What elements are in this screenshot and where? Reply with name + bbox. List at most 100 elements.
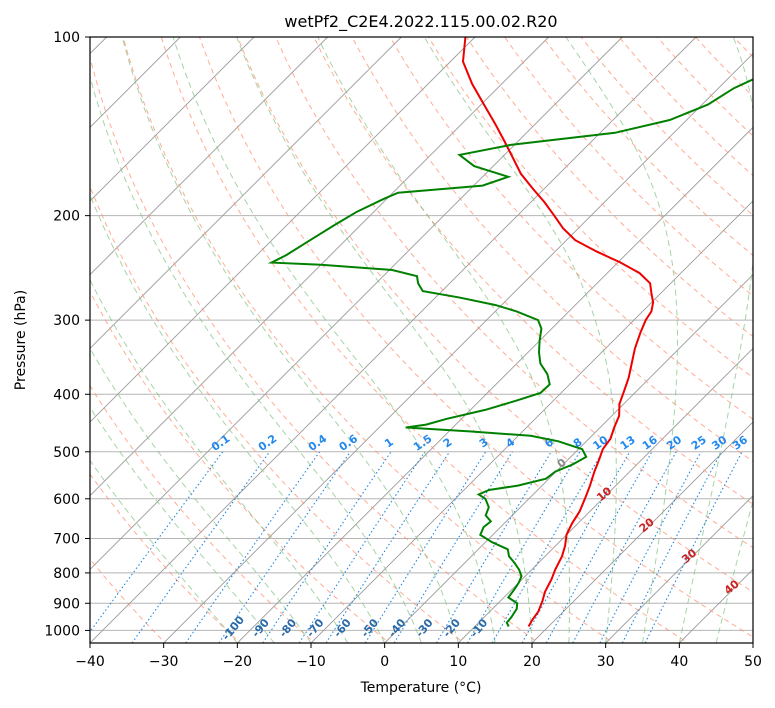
moist-adiabat [90,74,422,643]
isotherm [605,495,753,643]
mixing-ratio-label: 1.5 [411,432,434,454]
isotherm [458,347,753,643]
mixing-ratio-label: 0.1 [209,432,232,454]
y-tick-label: 700 [53,532,80,548]
y-axis-ticks: 100 200 300 400 500 600 700 800 900 1000 [44,30,90,639]
mixing-ratio-label: 13 [618,433,638,452]
isotherm [90,37,402,349]
moist-adiabat [90,406,275,643]
x-tick-label: 0 [380,654,389,670]
moist-adiabat [715,499,753,643]
dry-adiabat-label: -100 [219,613,247,643]
mixing-ratio-line [435,451,552,643]
dry-adiabat-label: -40 [386,616,409,640]
mixing-ratio-label: 16 [640,433,660,453]
dry-adiabat [90,290,391,643]
y-tick-label: 500 [53,445,80,461]
y-tick-label: 600 [53,492,80,508]
dry-adiabat [351,37,753,463]
dry-adiabat-label: -90 [249,616,272,640]
mixing-ratio-line [90,451,224,633]
x-tick-label: 30 [597,654,615,670]
x-tick-label: −40 [75,654,105,670]
mixing-ratio-label: 0.6 [337,432,361,454]
chart-title: wetPf2_C2E4.2022.115.00.02.R20 [284,12,557,32]
dry-adiabat [542,37,753,257]
mixing-ratio-line [262,451,392,643]
dry-adiabat-label: -20 [440,616,463,640]
isotherm [90,37,623,570]
moist-adiabat [172,37,496,643]
y-axis-label: Pressure (hPa) [13,290,29,390]
dry-adiabat [90,185,465,643]
y-tick-label: 100 [53,30,80,46]
dry-adiabat [656,37,753,137]
background-lines [90,24,775,646]
dry-adiabat-label: -10 [468,616,491,640]
moist-adiabat [90,278,349,643]
moist-adiabat [90,459,238,643]
x-tick-label: 40 [670,654,688,670]
moist-adiabat-label: 40 [722,577,742,597]
mixing-ratio-line [644,451,743,643]
moist-adiabat-label: 10 [594,484,614,504]
mixing-ratio-line [298,451,426,643]
x-tick-label: 20 [523,654,541,670]
mixing-ratio-line [621,451,722,643]
mixing-ratio-line [572,451,677,643]
moist-adiabat [423,37,617,643]
profile-lines [267,37,753,627]
dry-adiabat [733,37,753,58]
isotherm [90,37,549,497]
isotherm [90,37,697,643]
moist-adiabat [90,193,386,643]
y-tick-label: 300 [53,313,80,329]
x-tick-label: −30 [149,654,179,670]
dry-adiabat-label: -30 [413,616,436,640]
x-tick-label: −10 [296,654,326,670]
isotherm [163,53,753,643]
isotherm [752,642,753,643]
dry-adiabat [90,558,167,643]
dry-adiabat [90,384,316,643]
mixing-ratio-line [218,451,351,643]
mixing-ratio-line [364,451,487,643]
mixing-ratio-label: 36 [730,433,750,453]
dry-adiabat [90,55,540,643]
moist-adiabat [678,37,753,643]
isotherm [310,200,753,643]
moist-adiabat [565,37,678,643]
dry-adiabat [466,37,753,338]
mixing-ratio-label: 0.2 [256,432,279,454]
dry-adiabat [759,24,775,646]
y-tick-label: 1000 [44,623,80,639]
dry-adiabat [198,37,753,638]
mixing-ratio-line [545,451,653,643]
dewpoint-line [267,78,753,627]
x-tick-label: 10 [449,654,467,670]
moist-adiabat [236,37,533,643]
moist-adiabat [90,347,312,643]
x-axis-ticks: −40 −30 −20 −10 0 10 20 30 40 50 [75,643,762,670]
dry-adiabat [389,37,753,420]
isotherm [384,274,753,643]
mixing-ratio-line [325,451,451,643]
plot-frame [89,36,754,644]
y-tick-label: 900 [53,596,80,612]
dry-adiabat [580,37,753,216]
isotherm [531,421,753,643]
dry-adiabat-label: -80 [277,616,300,640]
x-axis-label: Temperature (°C) [360,680,482,696]
mixing-ratio-label: 25 [689,433,709,452]
mixing-ratio-label: 30 [709,433,729,453]
mixing-ratio-line [185,451,321,643]
mixing-ratio-label: 3 [477,435,491,450]
mixing-ratio-label: 20 [664,433,684,453]
mixing-ratio-line [521,451,631,643]
moist-adiabat [317,37,571,643]
dry-adiabat [122,37,615,643]
mixing-ratio-label: 2 [441,435,455,450]
mixing-ratio-line [131,451,271,643]
isotherm [90,37,328,276]
